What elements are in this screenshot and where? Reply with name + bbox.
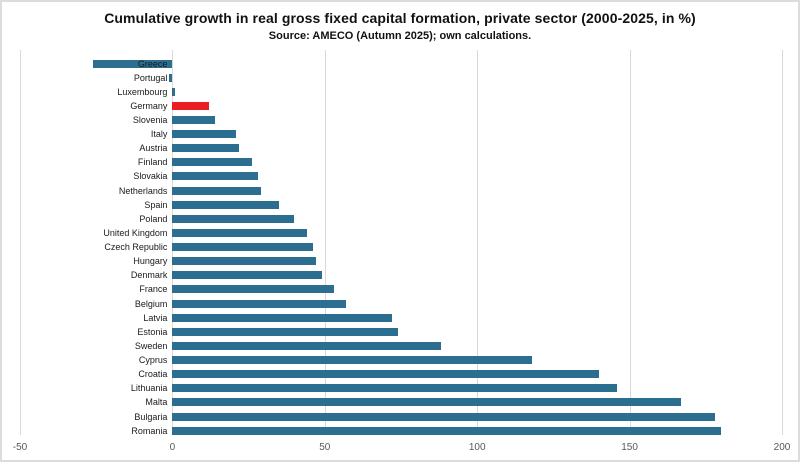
bar xyxy=(172,130,237,139)
chart-title: Cumulative growth in real gross fixed ca… xyxy=(104,10,696,26)
category-label: Germany xyxy=(130,100,168,111)
category-label: Poland xyxy=(139,213,168,224)
bar-row: Germany xyxy=(2,99,798,113)
bar xyxy=(93,59,173,68)
bar xyxy=(172,313,392,322)
bar xyxy=(172,412,715,421)
bar-row: Belgium xyxy=(2,297,798,311)
bar-row: Portugal xyxy=(2,71,798,85)
bar xyxy=(172,87,176,96)
bar xyxy=(172,158,252,167)
bar xyxy=(172,356,533,365)
bar xyxy=(172,370,600,379)
category-label: United Kingdom xyxy=(103,227,168,238)
bar-row: Estonia xyxy=(2,325,798,339)
bar-row: Spain xyxy=(2,198,798,212)
bar-row: Denmark xyxy=(2,268,798,282)
category-label: Lithuania xyxy=(130,383,168,394)
bar xyxy=(172,243,313,252)
x-axis-tick-label: 0 xyxy=(169,442,176,453)
category-label: Netherlands xyxy=(118,185,168,196)
bar xyxy=(172,341,441,350)
bar xyxy=(172,271,322,280)
category-label: Italy xyxy=(150,129,168,140)
gridline xyxy=(629,50,631,435)
bar-row: Croatia xyxy=(2,367,798,381)
category-label: Romania xyxy=(131,425,168,436)
bar-row: Sweden xyxy=(2,339,798,353)
category-label: Finland xyxy=(137,157,168,168)
bar-row: Latvia xyxy=(2,311,798,325)
category-label: Denmark xyxy=(130,270,168,281)
x-axis-tick-label: 150 xyxy=(621,442,638,453)
gridline xyxy=(20,50,21,435)
bar-row: Finland xyxy=(2,155,798,169)
bar-row: Malta xyxy=(2,395,798,409)
category-label: Greece xyxy=(137,58,168,69)
category-label: France xyxy=(139,284,168,295)
bar xyxy=(169,73,173,82)
bar-row: Romania xyxy=(2,424,798,438)
bar xyxy=(172,186,261,195)
bar-row: United Kingdom xyxy=(2,226,798,240)
category-label: Croatia xyxy=(138,369,168,380)
bar xyxy=(172,172,258,181)
bar-row: Austria xyxy=(2,141,798,155)
category-label: Bulgaria xyxy=(134,411,168,422)
category-label: Slovakia xyxy=(133,171,168,182)
bar-row: Italy xyxy=(2,127,798,141)
bar-row: Luxembourg xyxy=(2,85,798,99)
bar xyxy=(172,398,682,407)
bar-highlighted xyxy=(172,101,209,110)
category-label: Luxembourg xyxy=(117,86,168,97)
category-label: Austria xyxy=(139,143,168,154)
bar xyxy=(172,384,618,393)
x-axis-tick-label: -50 xyxy=(12,442,28,453)
bar-row: Cyprus xyxy=(2,353,798,367)
bar-row: Bulgaria xyxy=(2,410,798,424)
category-label: Portugal xyxy=(133,72,168,83)
bar xyxy=(172,327,398,336)
bar xyxy=(172,144,240,153)
bar xyxy=(172,426,722,435)
bar-row: Lithuania xyxy=(2,381,798,395)
x-axis-tick-label: 50 xyxy=(319,442,331,453)
bar xyxy=(172,115,216,124)
bar-row: Slovenia xyxy=(2,113,798,127)
category-label: Czech Republic xyxy=(104,242,168,253)
gridline xyxy=(477,50,479,435)
gridline xyxy=(782,50,783,435)
bar-row: Greece xyxy=(2,57,798,71)
bar xyxy=(172,257,316,266)
category-label: Latvia xyxy=(143,312,168,323)
bar-row: Slovakia xyxy=(2,169,798,183)
category-label: Slovenia xyxy=(132,114,168,125)
category-label: Spain xyxy=(144,199,168,210)
category-label: Malta xyxy=(145,397,168,408)
gridline xyxy=(172,50,174,435)
chart-header: Cumulative growth in real gross fixed ca… xyxy=(2,10,798,42)
category-label: Estonia xyxy=(137,326,168,337)
bar xyxy=(172,200,280,209)
category-label: Cyprus xyxy=(138,355,168,366)
bar-row: France xyxy=(2,282,798,296)
bar xyxy=(172,228,307,237)
x-axis-tick-label: 100 xyxy=(468,442,486,453)
bar xyxy=(172,299,347,308)
category-label: Belgium xyxy=(134,298,168,309)
category-label: Hungary xyxy=(133,256,168,267)
bar-row: Poland xyxy=(2,212,798,226)
chart-subtitle: Source: AMECO (Autumn 2025); own calcula… xyxy=(268,30,532,42)
gridline xyxy=(324,50,326,435)
bar-row: Netherlands xyxy=(2,184,798,198)
x-axis-tick-label: 200 xyxy=(773,442,791,453)
bar-row: Hungary xyxy=(2,254,798,268)
category-label: Sweden xyxy=(134,340,168,351)
bar-row: Czech Republic xyxy=(2,240,798,254)
bar xyxy=(172,214,295,223)
bar xyxy=(172,285,334,294)
